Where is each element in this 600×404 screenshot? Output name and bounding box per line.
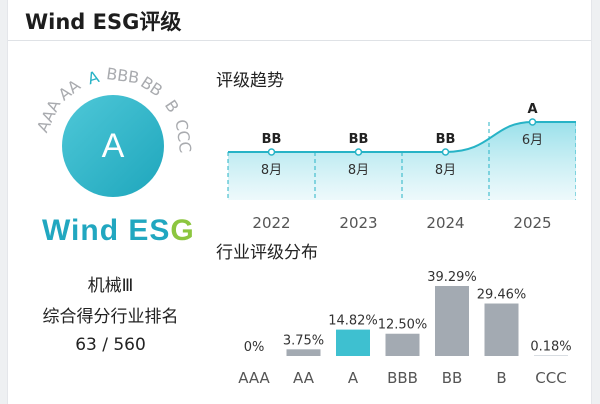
wind-esg-logo: Wind ESG — [42, 214, 195, 247]
bar-bb — [435, 286, 469, 356]
distribution-title: 行业评级分布 — [216, 243, 318, 263]
bar-category-label: A — [348, 369, 359, 387]
card-title: Wind ESG评级 — [25, 10, 182, 34]
bar-value-label: 39.29% — [427, 270, 477, 285]
trend-month-label: 6月 — [522, 133, 543, 148]
scale-label-a: A — [86, 67, 102, 88]
distribution-chart: 0% AAA 3.75% AA 14.82% A 12.50% BBB 39.29% BB 29.4… — [238, 270, 571, 387]
scale-label-aaa: AAA — [33, 97, 64, 136]
bar-value-label: 12.50% — [378, 318, 428, 333]
bar-ccc — [534, 355, 568, 356]
trend-year-label: 2022 — [252, 214, 290, 232]
bar-category-label: AA — [293, 369, 315, 387]
scale-label-b: B — [161, 96, 183, 116]
rating-panel: AAA AA A BBB BB B CCC A Wind ESG 机械Ⅲ 综合得分行业排名 … — [8, 41, 213, 404]
scale-label-aa: AA — [55, 76, 84, 105]
bar-category-label: CCC — [535, 369, 566, 387]
bar-aa — [286, 349, 321, 356]
bar-value-label: 3.75% — [283, 333, 324, 348]
bar-category-label: AAA — [238, 369, 270, 387]
trend-month-label: 8月 — [435, 163, 456, 178]
trend-point — [354, 148, 363, 156]
trend-rating-label: BB — [436, 132, 456, 147]
scale-label-bbb: BBB — [105, 64, 140, 87]
bar-value-label: 14.82% — [328, 314, 378, 329]
bar-category-label: BBB — [387, 369, 418, 387]
trend-point — [528, 118, 537, 126]
scale-label-ccc: CCC — [172, 118, 195, 154]
esg-card: Wind ESG评级 AAA AA A BBB BB B CCC A Wind ESG 机械… — [7, 0, 592, 404]
rank-label: 综合得分行业排名 — [42, 307, 179, 327]
trend-chart: BB 8月 2022 BB 8月 2023 BB 8月 2024 A 6月 2025 — [227, 102, 576, 232]
trend-year-label: 2024 — [426, 214, 464, 232]
trend-point — [441, 148, 450, 156]
trend-title: 评级趋势 — [216, 71, 284, 91]
trend-year-label: 2023 — [339, 214, 377, 232]
trend-line — [228, 121, 576, 153]
trend-month-label: 8月 — [348, 163, 369, 178]
current-rating-badge: A — [62, 95, 164, 197]
rank-value: 63 / 560 — [75, 335, 146, 355]
trend-month-label: 8月 — [261, 163, 282, 178]
trend-point — [267, 148, 276, 156]
trend-rating-label: BB — [349, 132, 369, 147]
industry-name: 机械Ⅲ — [87, 276, 134, 296]
trend-year-label: 2025 — [513, 214, 551, 232]
title-divider — [8, 40, 591, 41]
bar-bbb — [385, 333, 420, 356]
bar-a — [336, 329, 370, 356]
scale-label-bb: BB — [137, 73, 166, 101]
bar-category-label: BB — [442, 369, 463, 387]
bar-value-label: 29.46% — [477, 288, 527, 303]
trend-rating-label: A — [527, 102, 537, 117]
trend-rating-label: BB — [262, 132, 282, 147]
bar-value-label: 0.18% — [530, 340, 571, 355]
bar-b — [484, 303, 519, 356]
bar-value-label: 0% — [244, 340, 265, 355]
bar-category-label: B — [496, 369, 506, 387]
